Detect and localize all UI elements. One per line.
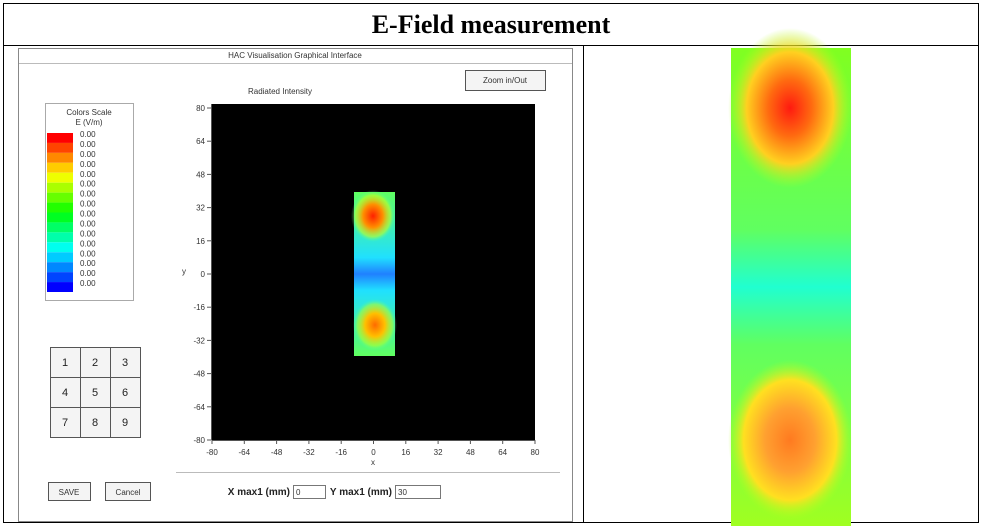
y-max-label: Y max1 (mm)	[330, 487, 392, 498]
color-scale-label: 0.00	[80, 150, 96, 159]
x-max-value[interactable]: 0	[296, 488, 301, 497]
color-swatch	[47, 282, 73, 292]
keypad-label[interactable]: 7	[62, 417, 68, 429]
keypad-button[interactable]	[110, 407, 141, 438]
save-button[interactable]	[48, 482, 91, 501]
color-scale-label: 0.00	[80, 160, 96, 169]
save-button-label[interactable]: SAVE	[59, 488, 80, 497]
color-scale-label: 0.00	[80, 259, 96, 268]
plot-title: Radiated Intensity	[248, 87, 312, 96]
x-tick-label: 32	[434, 448, 443, 457]
heatmap-right	[728, 28, 852, 526]
x-tick-label: -64	[239, 448, 251, 457]
axes: -80 -64 -48 -32 -16 0 16 32 48 64 80 80 64 48 32 16 0 -16…	[193, 104, 540, 457]
y-max-input[interactable]	[395, 485, 441, 499]
color-scale-label: 0.00	[80, 140, 96, 149]
hot-spot	[728, 28, 852, 188]
zoom-button[interactable]	[465, 70, 546, 91]
keypad-label[interactable]: 6	[122, 387, 128, 399]
color-scale: 0.000.000.000.000.000.000.000.000.000.00…	[47, 130, 96, 292]
keypad-button[interactable]	[80, 407, 111, 438]
color-swatch	[47, 202, 73, 213]
keypad-label[interactable]: 9	[122, 417, 128, 429]
x-tick-label: -16	[335, 448, 347, 457]
keypad-label[interactable]: 4	[62, 387, 68, 399]
color-swatch	[47, 172, 73, 183]
x-axis-label: x	[371, 458, 375, 467]
keypad-button[interactable]	[50, 407, 81, 438]
x-tick-label: 16	[401, 448, 410, 457]
color-swatch	[47, 182, 73, 193]
color-scale-label: 0.00	[80, 269, 96, 278]
x-tick-label: -80	[206, 448, 218, 457]
y-tick-label: -48	[193, 370, 205, 379]
y-tick-label: -32	[193, 336, 205, 345]
color-scale-label: 0.00	[80, 239, 96, 248]
keypad: 1 2 3 4 5 6 7 8 9	[50, 347, 141, 438]
keypad-button[interactable]	[80, 377, 111, 408]
y-tick-label: 16	[196, 237, 205, 246]
color-swatch	[47, 212, 73, 223]
color-scale-label: 0.00	[80, 229, 96, 238]
y-tick-label: 32	[196, 204, 205, 213]
color-swatch	[47, 162, 73, 173]
y-tick-label: 0	[201, 270, 206, 279]
cancel-button-label[interactable]: Cancel	[116, 488, 141, 497]
keypad-button[interactable]	[110, 377, 141, 408]
color-scale-label: 0.00	[80, 219, 96, 228]
color-swatch	[47, 133, 73, 143]
color-swatch	[47, 272, 73, 283]
color-scale-label: 0.00	[80, 190, 96, 199]
y-tick-label: 64	[196, 137, 205, 146]
color-scale-unit: E (V/m)	[75, 118, 102, 127]
x-tick-label: -32	[303, 448, 315, 457]
y-tick-label: 48	[196, 170, 205, 179]
x-max-label: X max1 (mm)	[228, 487, 290, 498]
hot-spot	[728, 360, 852, 520]
color-swatch	[47, 152, 73, 163]
x-tick-label: 64	[498, 448, 507, 457]
x-tick-label: 80	[531, 448, 540, 457]
y-tick-label: -80	[193, 436, 205, 445]
y-tick-label: 80	[196, 104, 205, 113]
color-scale-label: 0.00	[80, 180, 96, 189]
color-scale-label: 0.00	[80, 249, 96, 258]
color-swatch	[47, 262, 73, 273]
hot-spot	[351, 190, 395, 242]
table-title: E-Field measurement	[372, 10, 611, 39]
x-tick-label: 48	[466, 448, 475, 457]
keypad-label[interactable]: 2	[92, 357, 98, 369]
x-max-input[interactable]	[293, 485, 326, 499]
hot-spot	[353, 299, 397, 351]
color-swatch	[47, 252, 73, 263]
table-border	[3, 3, 979, 523]
y-tick-label: -16	[193, 303, 205, 312]
color-swatch	[47, 142, 73, 153]
color-scale-title: Colors Scale	[66, 108, 112, 117]
color-swatch	[47, 242, 73, 253]
color-scale-label: 0.00	[80, 279, 96, 288]
color-scale-label: 0.00	[80, 210, 96, 219]
color-scale-label: 0.00	[80, 170, 96, 179]
x-tick-label: -48	[271, 448, 283, 457]
cancel-button[interactable]	[105, 482, 151, 501]
keypad-label[interactable]: 5	[92, 387, 98, 399]
color-scale-label: 0.00	[80, 200, 96, 209]
keypad-label[interactable]: 1	[62, 357, 68, 369]
keypad-label[interactable]: 8	[92, 417, 98, 429]
y-axis-label: y	[182, 267, 186, 276]
window-title: HAC Visualisation Graphical Interface	[228, 51, 362, 60]
color-swatch	[47, 222, 73, 233]
zoom-button-label[interactable]: Zoom in/Out	[483, 76, 528, 85]
heatmap-left	[351, 190, 397, 356]
y-max-value[interactable]: 30	[398, 488, 407, 497]
color-swatch	[47, 232, 73, 243]
color-scale-label: 0.00	[80, 130, 96, 139]
color-swatch	[47, 192, 73, 203]
keypad-label[interactable]: 3	[122, 357, 128, 369]
y-tick-label: -64	[193, 403, 205, 412]
x-tick-label: 0	[371, 448, 376, 457]
